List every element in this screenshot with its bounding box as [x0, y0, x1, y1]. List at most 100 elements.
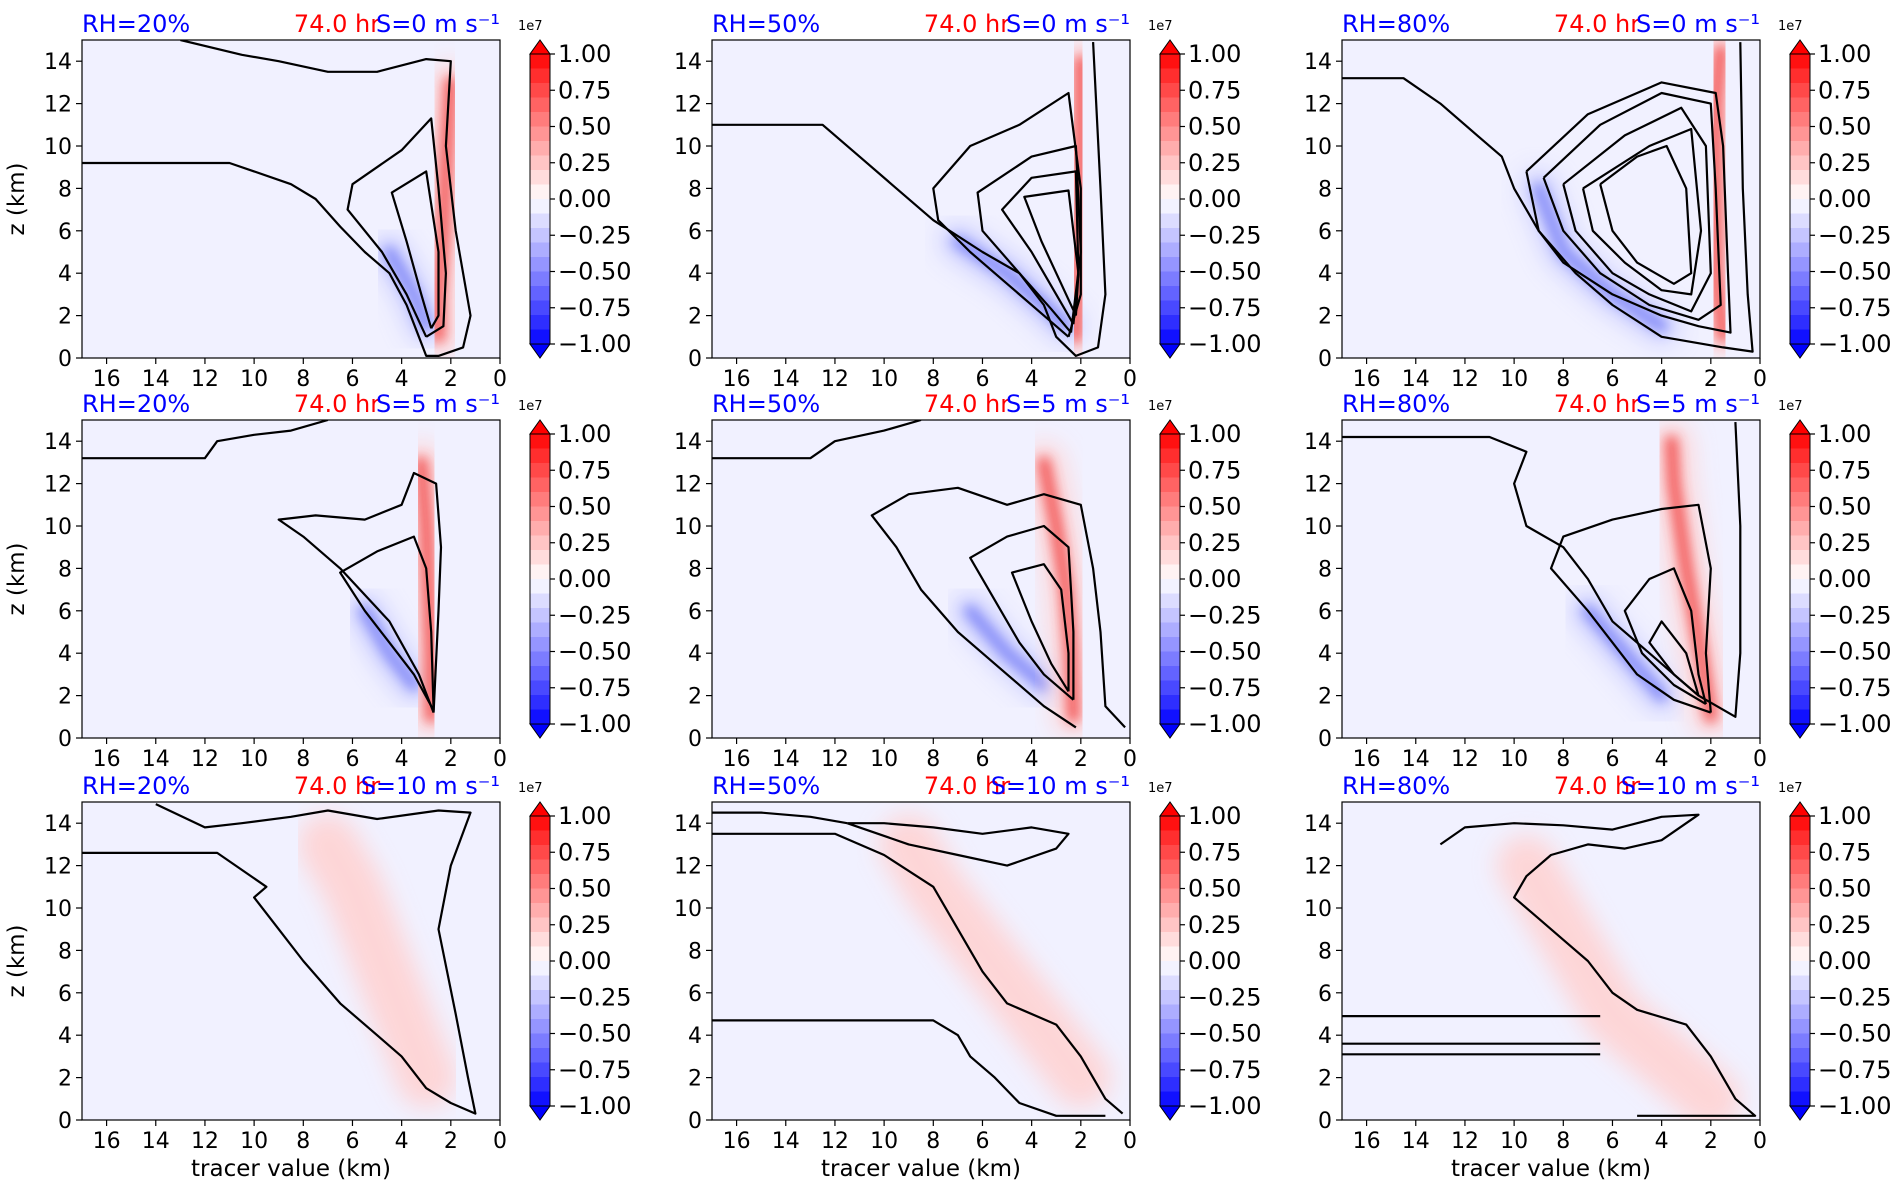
colorbar-extend-min [529, 343, 551, 359]
y-tick-label: 2 [58, 1067, 72, 1092]
colorbar-level [1160, 170, 1180, 186]
x-tick-label: 0 [1123, 747, 1137, 772]
y-tick-label: 4 [58, 642, 72, 667]
x-tick-label: 6 [345, 747, 359, 772]
colorbar-level [1790, 257, 1810, 273]
colorbar-tick-label: 0.25 [1188, 149, 1241, 177]
y-tick-label: 6 [688, 600, 702, 625]
x-tick-label: 2 [1074, 367, 1088, 392]
x-tick-label: 10 [1500, 1129, 1528, 1154]
colorbar-tick-label: 0.50 [558, 493, 611, 521]
colorbar-tick-label: 0.25 [1818, 911, 1871, 939]
x-tick-label: 12 [1451, 1129, 1479, 1154]
x-tick-label: 4 [395, 1129, 409, 1154]
colorbar-tick-label: −0.75 [1818, 294, 1892, 322]
colorbar-exponent: 1e7 [1778, 399, 1803, 414]
x-tick-label: 2 [1704, 1129, 1718, 1154]
contour-line-2 [346, 117, 447, 338]
colorbar-level [1790, 83, 1810, 99]
colorbar-level [530, 550, 550, 566]
plot-area [712, 802, 1130, 1120]
plot-area [1342, 420, 1760, 738]
colorbar-extend-min [529, 1105, 551, 1121]
colorbar-tick-label: −0.75 [1188, 294, 1262, 322]
colorbar-tick-label: 0.25 [1818, 149, 1871, 177]
colorbar-level [1790, 1004, 1810, 1020]
colorbar-level [1160, 213, 1180, 229]
colorbar-level [530, 68, 550, 84]
colorbar: 1.00 0.75 0.50 0.25 0.00 −0.25 −0.50 −0.75 −1.00… [518, 19, 632, 359]
title-time: 74.0 hr [1554, 772, 1640, 800]
y-tick-label: 0 [58, 1109, 72, 1134]
colorbar-extend-max [1789, 39, 1811, 55]
colorbar-level [530, 286, 550, 302]
title-time: 74.0 hr [294, 10, 380, 38]
x-tick-label: 14 [772, 367, 800, 392]
contour-line-2 [712, 832, 1124, 1115]
colorbar-level [1790, 680, 1810, 696]
colorbar-level [530, 155, 550, 171]
colorbar-level [530, 477, 550, 493]
contour-line-1 [712, 42, 1107, 357]
y-tick-label: 8 [688, 939, 702, 964]
colorbar-level [1160, 1091, 1180, 1107]
colorbar-tick-label: −0.25 [1188, 221, 1262, 249]
y-tick-label: 0 [688, 1109, 702, 1134]
colorbar: 1.00 0.75 0.50 0.25 0.00 −0.25 −0.50 −0.75 −1.00… [518, 781, 632, 1121]
colorbar-level [530, 709, 550, 725]
contour-line-1 [82, 40, 472, 357]
y-tick-label: 12 [1304, 473, 1332, 498]
colorbar-level [1790, 213, 1810, 229]
y-tick-label: 10 [674, 135, 702, 160]
colorbar-level [1160, 888, 1180, 904]
colorbar-level [530, 666, 550, 682]
colorbar-level [530, 946, 550, 962]
colorbar-level [1790, 477, 1810, 493]
colorbar-level [530, 492, 550, 508]
plot-area [1342, 40, 1760, 358]
colorbar-exponent: 1e7 [1148, 781, 1173, 796]
y-tick-label: 10 [1304, 897, 1332, 922]
x-tick-label: 10 [1500, 747, 1528, 772]
colorbar-level [1160, 550, 1180, 566]
y-tick-label: 2 [688, 305, 702, 330]
panel-9: 16 14 12 10 8 6 4 2 0 0 2 4 6 8 10 12 14 tracer value (km… [1304, 772, 1892, 1182]
colorbar-level [1790, 651, 1810, 667]
colorbar-exponent: 1e7 [1148, 19, 1173, 34]
contour-line-3 [390, 170, 440, 329]
colorbar-tick-label: −0.50 [1818, 638, 1892, 666]
colorbar: 1.00 0.75 0.50 0.25 0.00 −0.25 −0.50 −0.75 −1.00… [1148, 19, 1262, 359]
colorbar-level [1160, 990, 1180, 1006]
colorbar-tick-label: 0.00 [558, 565, 611, 593]
y-axis-label: z (km) [4, 162, 30, 235]
y-tick-label: 0 [1318, 1109, 1332, 1134]
x-tick-label: 4 [395, 367, 409, 392]
axes-frame [81, 39, 501, 359]
y-tick-label: 6 [1318, 982, 1332, 1007]
title-time: 74.0 hr [924, 390, 1010, 418]
colorbar-level [1790, 888, 1810, 904]
x-tick-label: 8 [1556, 1129, 1570, 1154]
colorbar-level [1790, 184, 1810, 200]
colorbar-exponent: 1e7 [1778, 781, 1803, 796]
axes-frame [711, 801, 1131, 1121]
y-tick-label: 12 [44, 473, 72, 498]
x-tick-label: 12 [821, 367, 849, 392]
colorbar-level [1160, 155, 1180, 171]
x-tick-label: 8 [296, 1129, 310, 1154]
title-time: 74.0 hr [924, 10, 1010, 38]
contour-line-2 [1525, 81, 1732, 334]
colorbar-level [1790, 434, 1810, 450]
colorbar-level [1160, 651, 1180, 667]
colorbar-level [1160, 695, 1180, 711]
colorbar-level [1790, 932, 1810, 948]
y-tick-label: 0 [688, 347, 702, 372]
y-tick-label: 14 [674, 430, 702, 455]
colorbar-level [530, 695, 550, 711]
x-tick-label: 14 [1402, 1129, 1430, 1154]
colorbar-level [530, 932, 550, 948]
x-tick-label: 16 [93, 747, 121, 772]
colorbar-tick-label: 0.25 [1818, 529, 1871, 557]
x-tick-label: 14 [1402, 747, 1430, 772]
colorbar-tick-label: −1.00 [1188, 330, 1262, 358]
